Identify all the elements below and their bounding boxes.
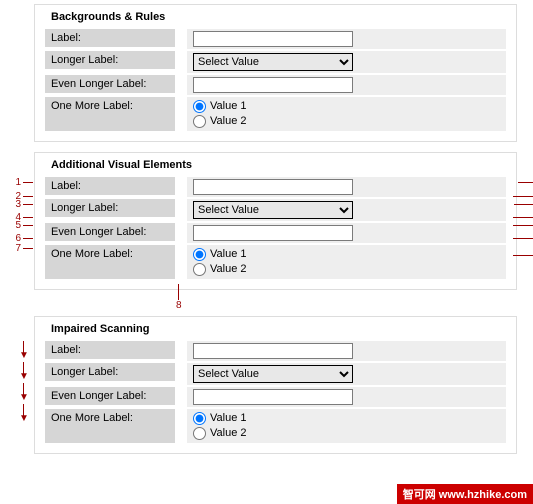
text-input[interactable]: [193, 31, 353, 47]
radio-input[interactable]: [193, 427, 206, 440]
form-row: Even Longer Label:: [45, 75, 506, 97]
field-label: One More Label:: [45, 97, 175, 131]
annotation-left: 7: [11, 243, 33, 254]
radio-label: Value 2: [210, 114, 247, 129]
form-row: Even Longer Label:: [45, 223, 506, 245]
form-row: One More Label: Value 1 Value 2: [45, 409, 506, 443]
field-control-cell: Value 1 Value 2: [187, 97, 506, 131]
radio-label: Value 2: [210, 262, 247, 277]
radio-label: Value 1: [210, 411, 247, 426]
form-row: Label:: [45, 29, 506, 51]
form-row: Longer Label: Select Value: [45, 199, 506, 223]
panel-title: Impaired Scanning: [51, 323, 506, 335]
panel-impaired-scanning: Impaired Scanning Label: Longer Label: S…: [34, 316, 517, 454]
field-label: Longer Label:: [45, 51, 175, 71]
text-input[interactable]: [193, 343, 353, 359]
down-arrow-icon: ▼: [19, 362, 29, 380]
annotation-right: 15: [513, 250, 533, 261]
radio-input[interactable]: [193, 115, 206, 128]
field-control-cell: [187, 177, 506, 199]
annotation-left: 3: [11, 199, 33, 210]
form-row: One More Label: Value 1 Value 2: [45, 97, 506, 131]
radio-label: Value 1: [210, 99, 247, 114]
annotation-right: 9: [518, 177, 533, 188]
form-row: Label:: [45, 177, 506, 199]
down-arrow-icon: ▼: [19, 404, 29, 422]
panel-additional-visual: Additional Visual Elements Label: Longer…: [34, 152, 517, 290]
select-input[interactable]: Select Value: [193, 365, 353, 383]
annotation-right: 11: [514, 199, 533, 210]
field-control-cell: [187, 29, 506, 51]
text-input[interactable]: [193, 225, 353, 241]
annotation-right: 14: [513, 233, 533, 244]
form-row: One More Label: Value 1 Value 2: [45, 245, 506, 279]
field-label: Label:: [45, 177, 175, 197]
field-label: Even Longer Label:: [45, 223, 175, 243]
panel-title: Additional Visual Elements: [51, 159, 506, 171]
text-input[interactable]: [193, 179, 353, 195]
field-control-cell: [187, 75, 506, 97]
field-label: Even Longer Label:: [45, 387, 175, 407]
field-label: One More Label:: [45, 409, 175, 443]
radio-input[interactable]: [193, 248, 206, 261]
radio-label: Value 2: [210, 426, 247, 441]
field-label: Even Longer Label:: [45, 75, 175, 95]
watermark: 智可网 www.hzhike.com: [397, 484, 533, 504]
select-input[interactable]: Select Value: [193, 201, 353, 219]
field-label: Longer Label:: [45, 363, 175, 383]
field-control-cell: Value 1 Value 2: [187, 245, 506, 279]
panel-backgrounds-rules: Backgrounds & Rules Label: Longer Label:…: [34, 4, 517, 142]
field-control-cell: [187, 223, 506, 245]
field-label: Longer Label:: [45, 199, 175, 219]
form-row: Label:: [45, 341, 506, 363]
text-input[interactable]: [193, 77, 353, 93]
form-row: Longer Label: Select Value: [45, 51, 506, 75]
field-control-cell: [187, 387, 506, 409]
annotation-left: 1: [11, 177, 33, 188]
annotation-right: 13: [513, 220, 533, 231]
field-label: Label:: [45, 29, 175, 49]
down-arrow-icon: ▼: [19, 341, 29, 359]
radio-input[interactable]: [193, 263, 206, 276]
field-control-cell: Select Value: [187, 199, 506, 223]
field-control-cell: Value 1 Value 2: [187, 409, 506, 443]
select-input[interactable]: Select Value: [193, 53, 353, 71]
form-row: Even Longer Label:: [45, 387, 506, 409]
down-arrow-icon: ▼: [19, 383, 29, 401]
field-label: One More Label:: [45, 245, 175, 279]
panel-title: Backgrounds & Rules: [51, 11, 506, 23]
radio-input[interactable]: [193, 100, 206, 113]
form-row: Longer Label: Select Value: [45, 363, 506, 387]
annotation-left: 5: [11, 220, 33, 231]
radio-input[interactable]: [193, 412, 206, 425]
field-label: Label:: [45, 341, 175, 361]
radio-label: Value 1: [210, 247, 247, 262]
text-input[interactable]: [193, 389, 353, 405]
field-control-cell: [187, 341, 506, 363]
annotation-bottom: 8: [176, 284, 182, 311]
field-control-cell: Select Value: [187, 51, 506, 75]
field-control-cell: Select Value: [187, 363, 506, 387]
